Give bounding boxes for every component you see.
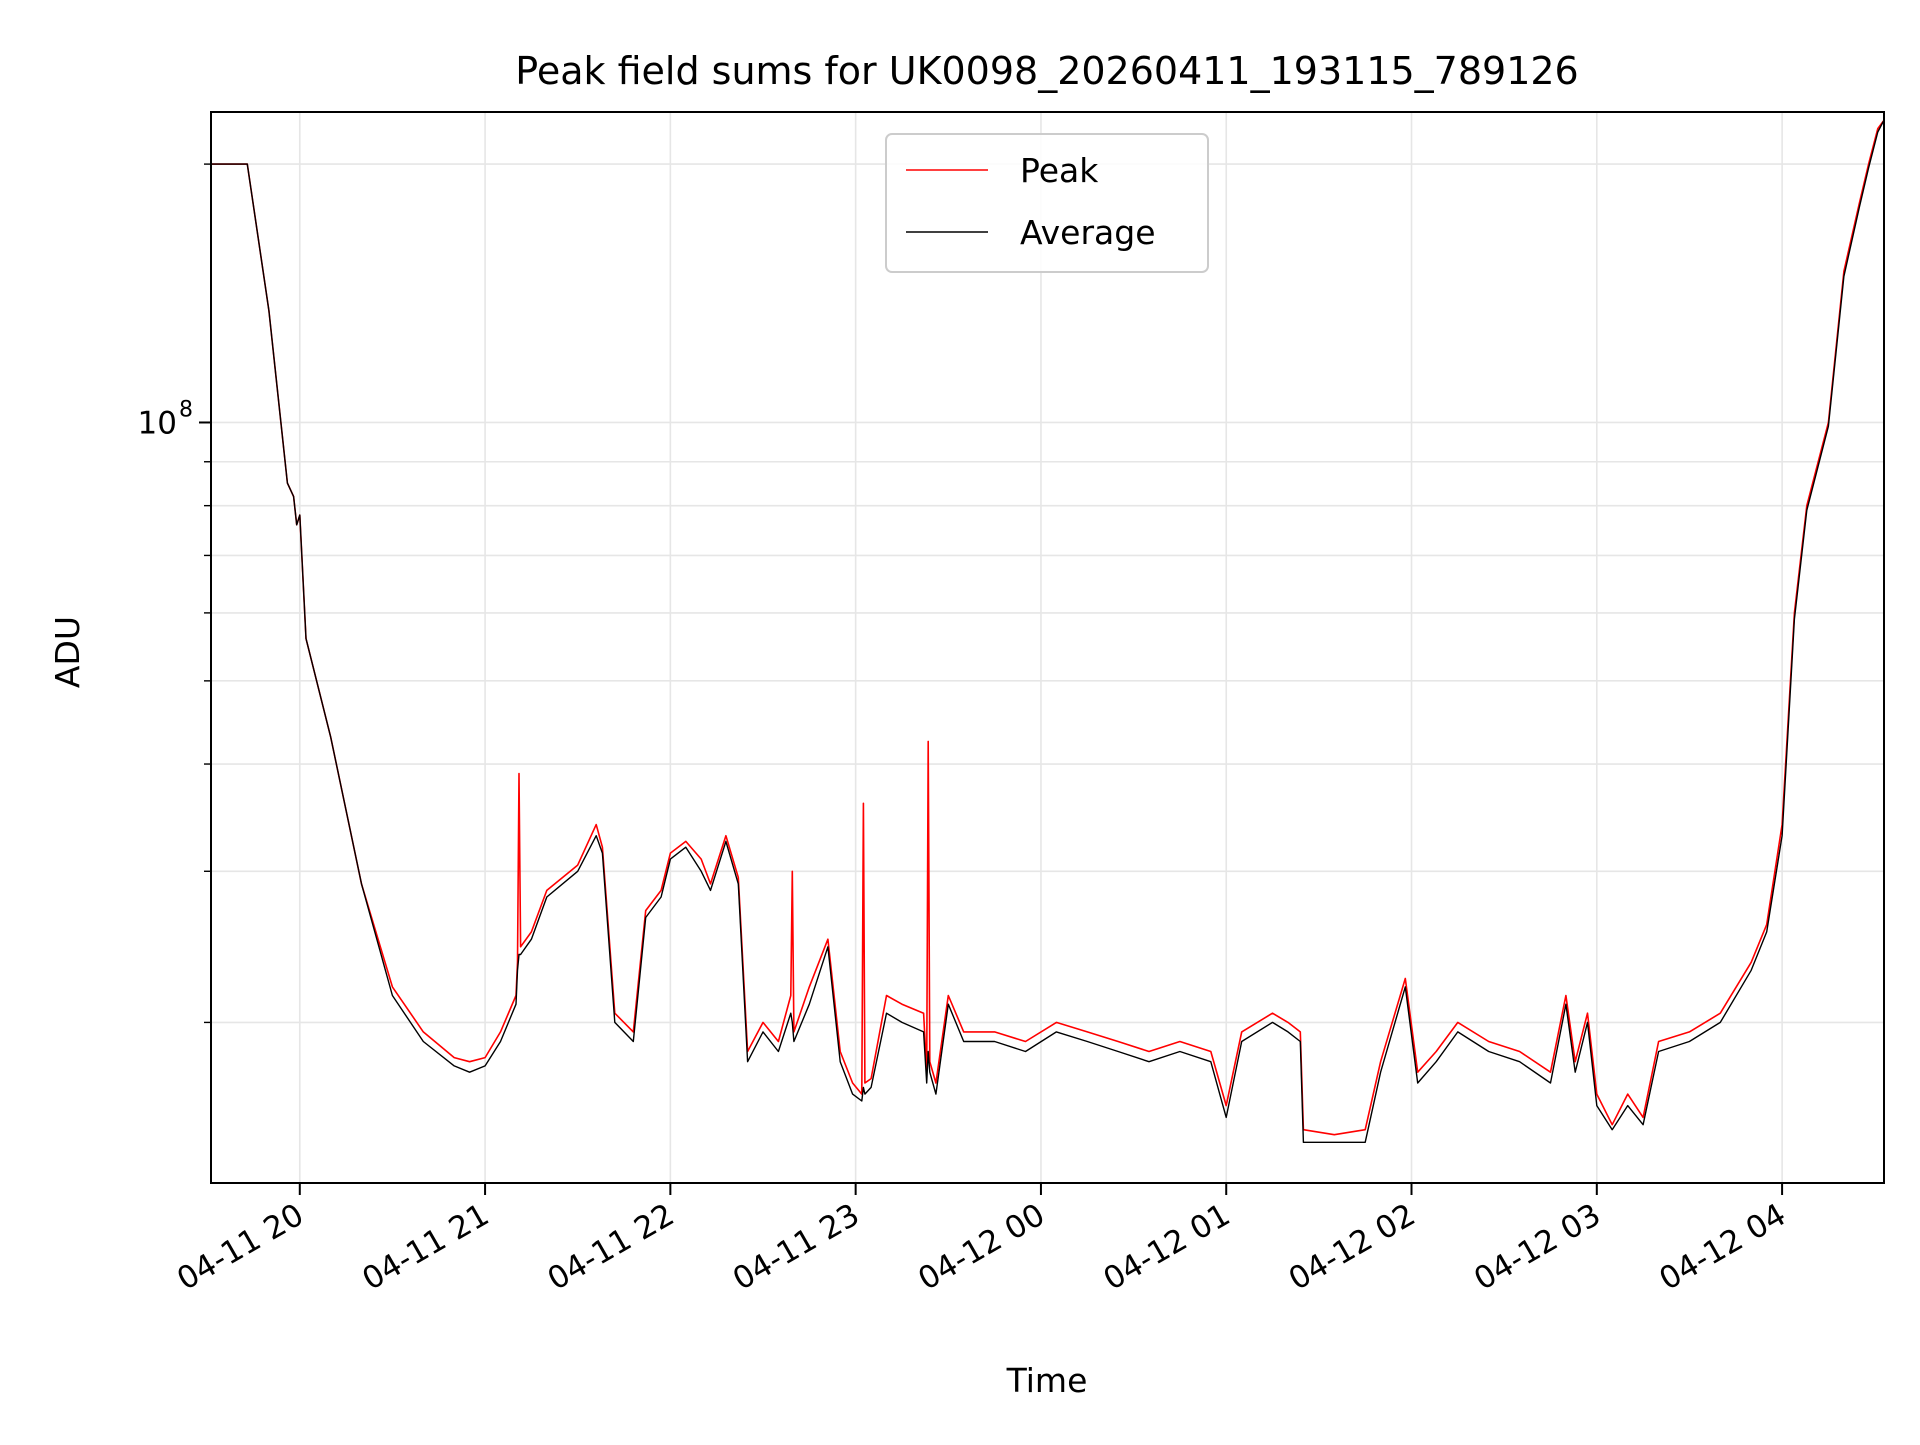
series-line-average xyxy=(211,119,1885,1144)
legend-label-average: Average xyxy=(1020,213,1156,252)
legend-box xyxy=(885,133,1209,273)
y-tick-label-exponent: 8 xyxy=(179,397,193,422)
y-tick-label: 10 xyxy=(138,405,177,441)
chart-title: Peak field sums for UK0098_20260411_1931… xyxy=(515,49,1578,93)
grid xyxy=(211,112,1884,1183)
plot-series xyxy=(211,119,1885,1144)
legend-label-peak: Peak xyxy=(1020,151,1099,190)
y-axis-label: ADU xyxy=(48,616,87,688)
x-axis-label: Time xyxy=(1006,1361,1088,1400)
axes-frame xyxy=(210,111,1885,1184)
y-tick-label-base: 10 xyxy=(138,405,177,441)
y-axis-ticks: 10 8 xyxy=(138,163,211,1024)
series-line-peak xyxy=(211,119,1885,1136)
legend: Peak Average xyxy=(885,133,1209,273)
